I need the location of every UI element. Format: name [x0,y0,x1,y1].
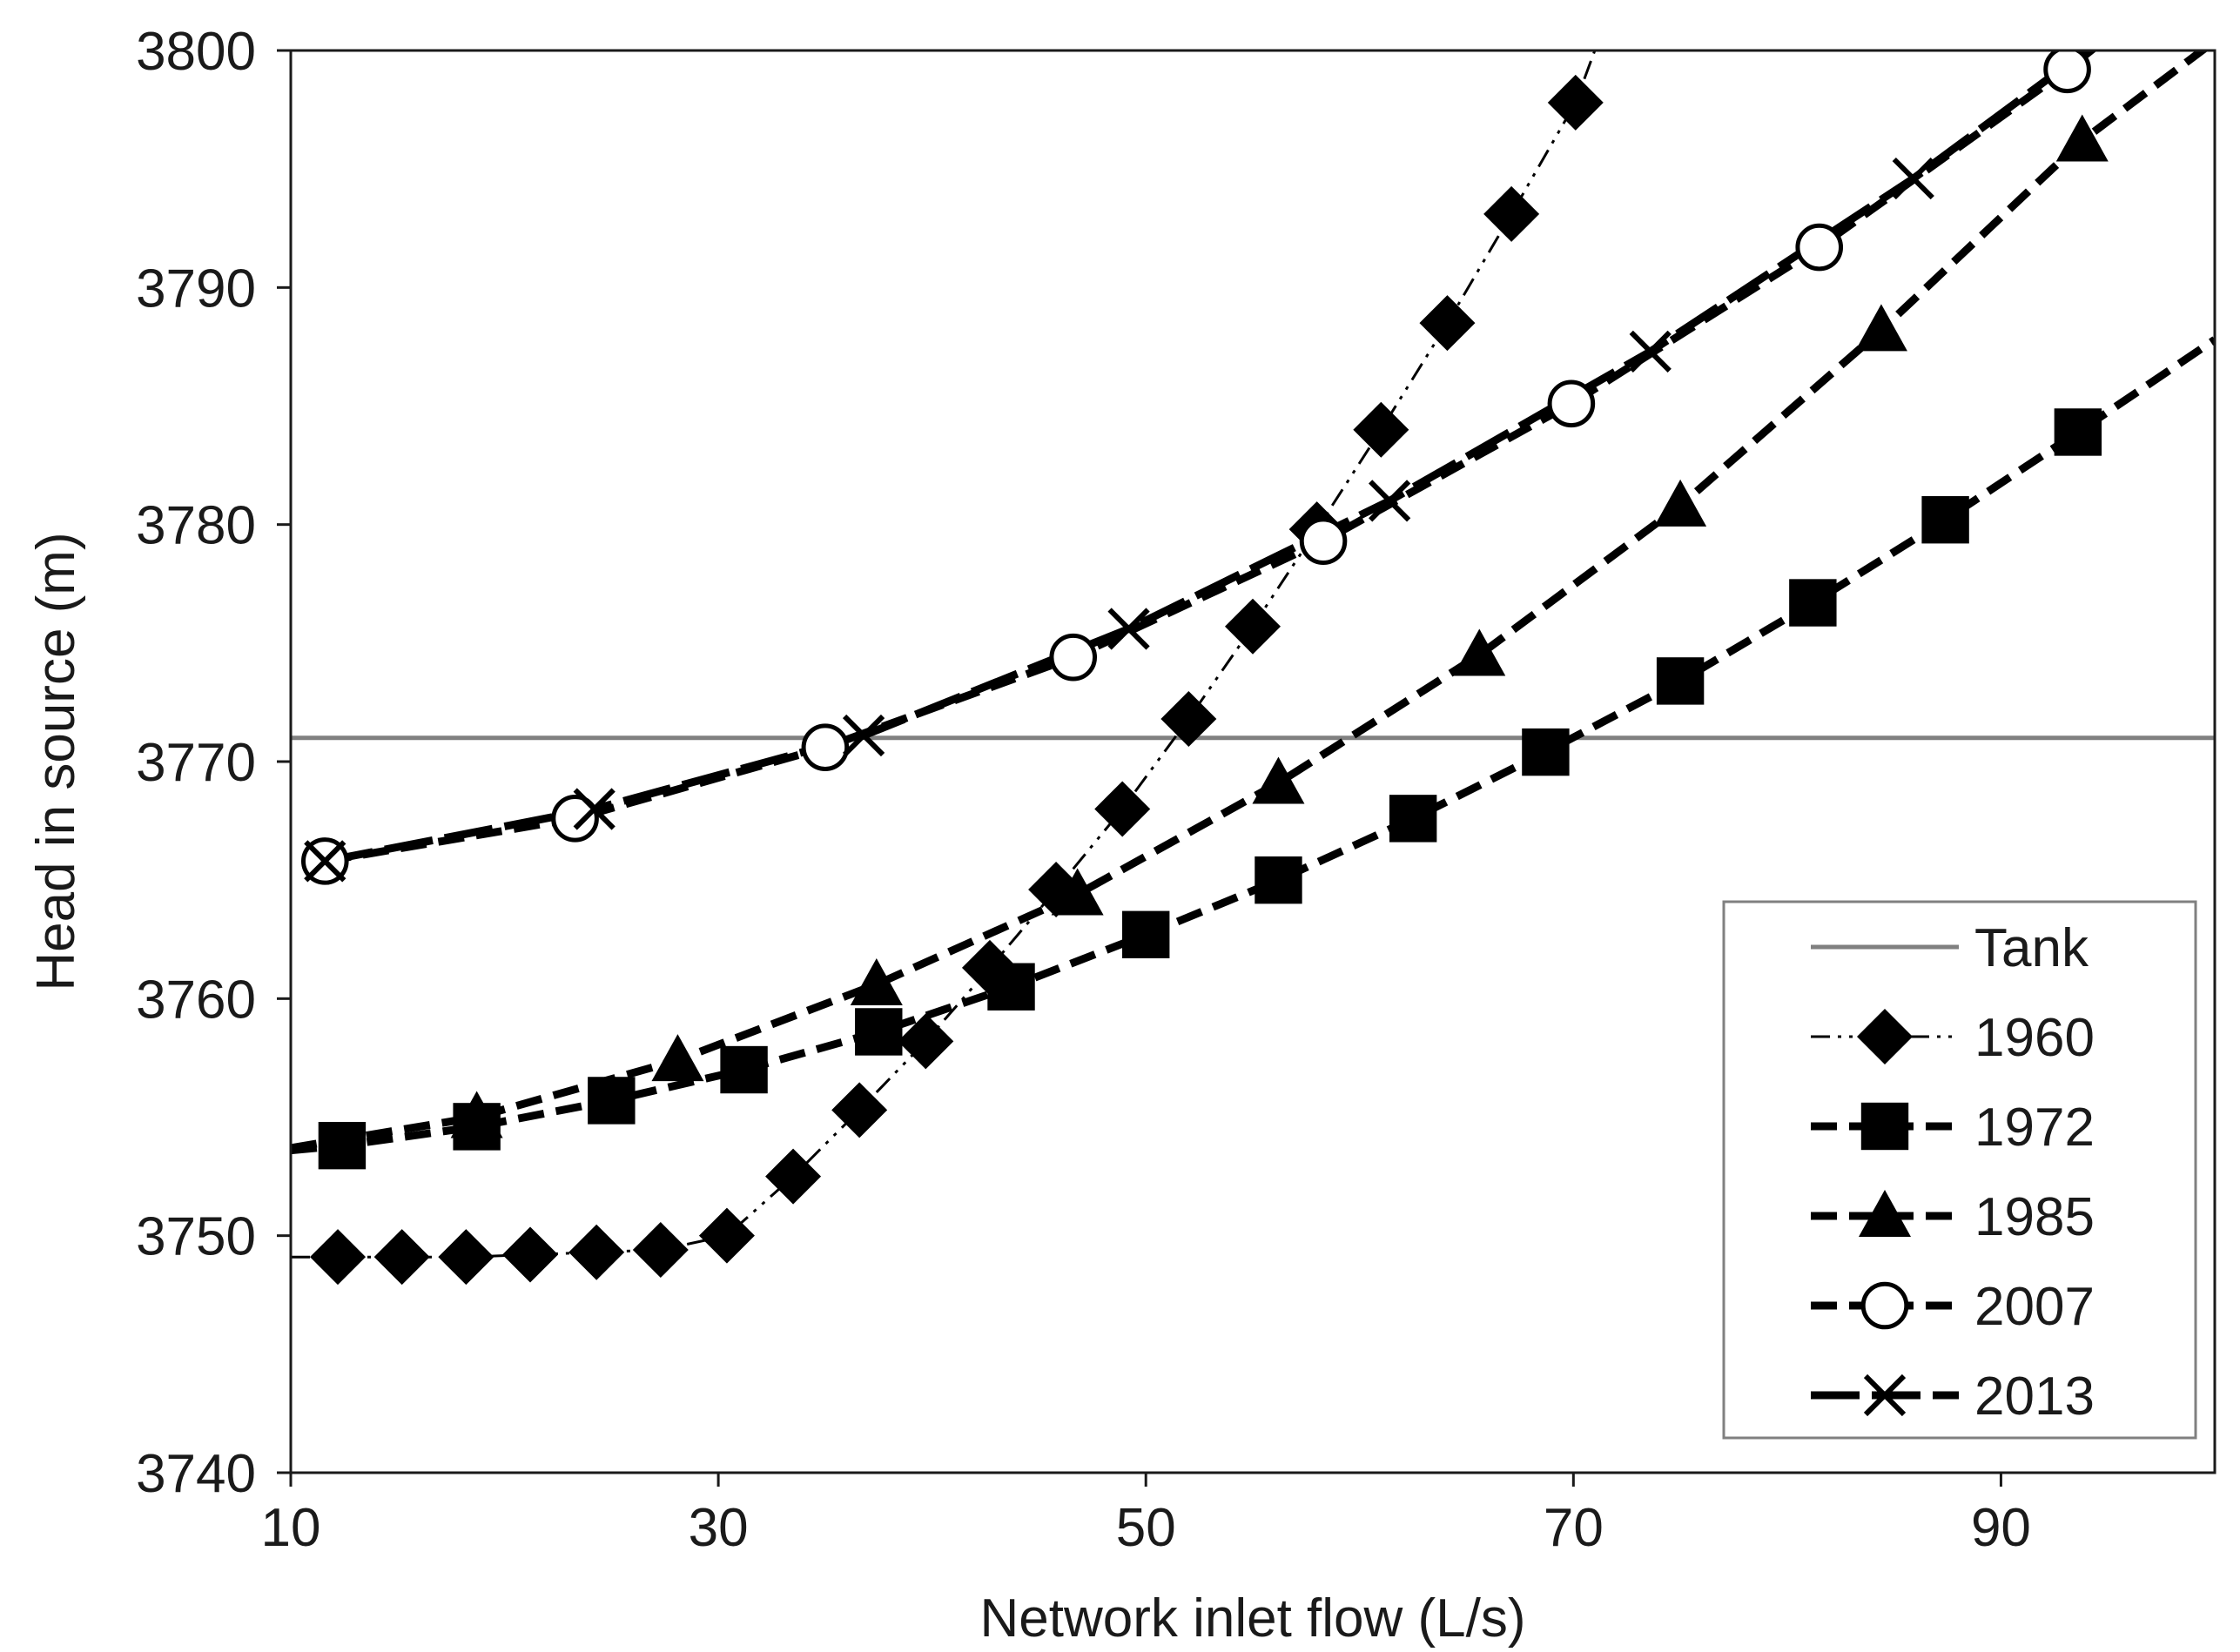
data-point-1960 [1094,781,1151,837]
axes-layer [277,49,2216,1487]
legend-label-2007: 2007 [1974,1277,2095,1337]
data-point-2013 [842,714,885,757]
data-point-1960 [502,1226,559,1283]
data-point-2013 [1107,608,1150,650]
legend-marker-1960 [1857,1009,1913,1064]
data-point-1972 [1122,910,1170,959]
data-point-1972 [2054,408,2102,456]
data-point-1960 [1483,185,1540,242]
legend-marker-1972 [1860,1102,1909,1151]
series-markers-layer [300,50,2109,1286]
data-point-1972 [318,1121,367,1170]
data-point-2007 [1049,633,1098,682]
data-point-1960 [1353,401,1409,458]
data-point-1972 [855,1008,903,1056]
data-point-1985 [1252,756,1305,804]
data-point-2013 [1892,157,1934,200]
data-point-1985 [1654,479,1707,527]
data-point-1972 [1389,795,1437,843]
data-point-1960 [373,1229,430,1286]
data-point-2007 [1547,379,1596,428]
y-tick-label: 3780 [136,496,256,556]
data-point-1960 [698,1207,755,1264]
legend-label-2013: 2013 [1974,1367,2095,1427]
data-point-1972 [1789,579,1837,627]
x-axis-title: Network inlet flow (L/s) [979,1588,1525,1649]
data-point-1972 [720,1045,768,1094]
legend-marker-2007 [1860,1281,1909,1330]
x-tick-label: 50 [1116,1498,1176,1558]
data-point-1985 [1854,304,1907,352]
data-point-2013 [304,840,346,883]
data-point-1972 [1656,657,1705,705]
y-tick-label: 3770 [136,733,256,793]
legend-marker-1985 [1859,1190,1911,1237]
data-point-1972 [1255,856,1302,904]
data-point-1985 [1051,868,1104,916]
x-tick-label: 10 [261,1498,321,1558]
y-tick-label: 3740 [136,1444,256,1504]
data-point-1960 [1028,862,1085,918]
data-point-1972 [1921,496,1969,544]
data-point-2013 [573,788,615,830]
data-point-2013 [1369,480,1411,522]
data-point-1960 [1160,690,1217,747]
data-point-1972 [588,1077,636,1125]
data-point-2007 [551,795,599,843]
y-tick-label: 3790 [136,259,256,319]
legend-label-1972: 1972 [1974,1098,2095,1158]
legend-label-1960: 1960 [1974,1008,2095,1068]
data-point-2007 [2043,50,2091,94]
data-point-1960 [1225,598,1281,655]
legend-box [1722,900,2197,1440]
data-point-1972 [987,963,1035,1011]
series-line-1960 [291,50,1597,1259]
data-point-1960 [765,1148,822,1205]
y-tick-label: 3760 [136,970,256,1030]
data-point-1960 [310,1229,367,1286]
data-point-1960 [831,1082,888,1138]
data-point-2007 [801,723,850,771]
legend-label-1985: 1985 [1974,1187,2095,1247]
series-line-2013 [324,50,2094,865]
data-point-2007 [1299,517,1348,566]
x-tick-label: 30 [689,1498,749,1558]
data-point-1960 [438,1229,494,1286]
legend: Tank 1960 1972 1985 2007 2013 [1722,900,2197,1440]
data-point-1972 [1522,728,1570,776]
data-point-1960 [1547,74,1604,131]
data-point-1960 [568,1224,625,1280]
legend-marker-2013 [1863,1373,1907,1417]
data-point-1985 [450,1091,503,1138]
data-point-1985 [850,957,903,1005]
data-point-1960 [898,1013,954,1070]
data-point-1960 [632,1222,689,1279]
data-point-1985 [651,1034,704,1082]
data-point-1960 [1419,295,1476,352]
data-point-1985 [2055,114,2109,162]
y-axis-title: Head in source (m) [26,532,86,991]
y-tick-label: 3750 [136,1207,256,1267]
x-tick-label: 70 [1544,1498,1604,1558]
series-line-1972 [291,336,2215,1155]
data-point-2013 [1629,330,1672,373]
tick-labels-layer: 3740 3750 3760 3770 3780 3790 3800 10 30 50 70 90 [136,22,2031,1558]
data-point-1985 [1453,628,1506,676]
y-tick-label: 3800 [136,22,256,82]
x-tick-label: 90 [1971,1498,2031,1558]
legend-label-tank: Tank [1974,918,2089,978]
data-point-2007 [1795,223,1844,272]
